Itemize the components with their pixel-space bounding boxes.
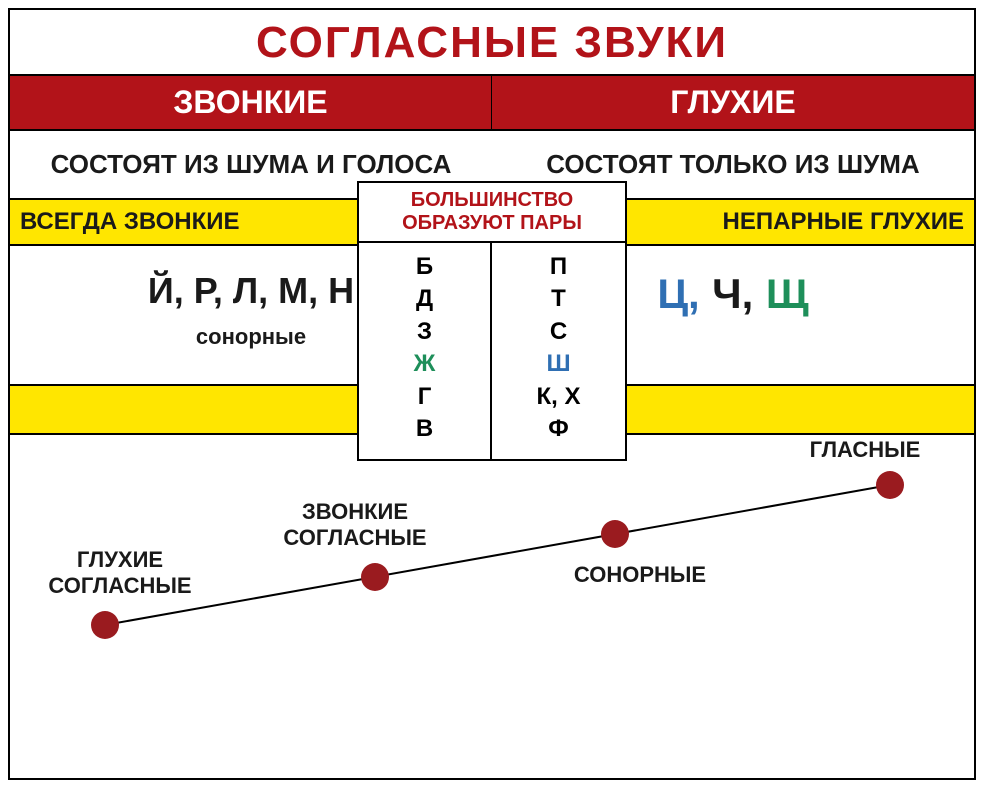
scale-point [601,520,629,548]
poster-frame: СОГЛАСНЫЕ ЗВУКИ ЗВОНКИЕ ГЛУХИЕ СОСТОЯТ И… [8,8,976,780]
pair-voiceless-letter: Ш [492,348,625,380]
unpaired-3: Щ [766,270,809,317]
pairs-columns: БДЗЖГВ ПТСШК, ХФ [359,243,625,459]
pairs-box-title: БОЛЬШИНСТВО ОБРАЗУЮТ ПАРЫ [359,183,625,243]
scale-point [361,563,389,591]
scale-svg [10,435,974,778]
header-right: ГЛУХИЕ [492,74,974,131]
scale-label: ГЛАСНЫЕ [810,437,921,463]
scale-point [91,611,119,639]
pair-voiceless-letter: Ф [492,413,625,445]
scale-point [876,471,904,499]
pair-voiceless-letter: П [492,251,625,283]
pair-voiced-letter: Ж [359,348,490,380]
scale-label: ГЛУХИЕ СОГЛАСНЫЕ [48,547,191,599]
unpaired-1: Ц, [657,270,699,317]
pair-voiced-letter: Д [359,283,490,315]
unpaired-2: Ч, [712,270,753,317]
pairs-col-voiced: БДЗЖГВ [359,243,492,459]
scale-chart: ГЛУХИЕ СОГЛАСНЫЕ ЗВОНКИЕ СОГЛАСНЫЕ СОНОРНЫ… [10,435,974,778]
scale-label: ЗВОНКИЕ СОГЛАСНЫЕ [283,499,426,551]
pair-voiced-letter: З [359,316,490,348]
header-row: ЗВОНКИЕ ГЛУХИЕ [10,74,974,131]
pair-voiceless-letter: Т [492,283,625,315]
pair-voiceless-letter: К, Х [492,381,625,413]
header-left: ЗВОНКИЕ [10,74,492,131]
pairs-box: БОЛЬШИНСТВО ОБРАЗУЮТ ПАРЫ БДЗЖГВ ПТСШК, … [357,181,627,461]
main-title: СОГЛАСНЫЕ ЗВУКИ [10,10,974,74]
pair-voiced-letter: Г [359,381,490,413]
description-row: СОСТОЯТ ИЗ ШУМА И ГОЛОСА СОСТОЯТ ТОЛЬКО … [10,131,974,200]
pair-voiced-letter: Б [359,251,490,283]
scale-label: СОНОРНЫЕ [574,562,706,588]
pair-voiceless-letter: С [492,316,625,348]
pair-voiced-letter: В [359,413,490,445]
pairs-col-voiceless: ПТСШК, ХФ [492,243,625,459]
